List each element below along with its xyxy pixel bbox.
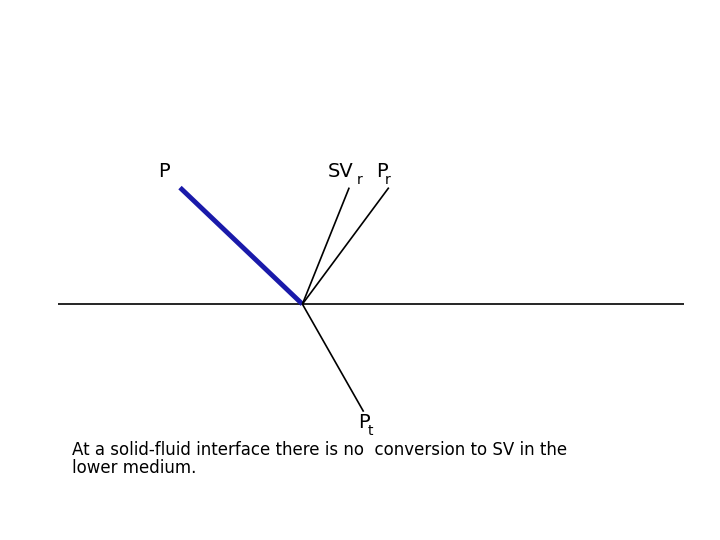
Text: r: r — [385, 172, 391, 186]
Text: lower medium.: lower medium. — [72, 458, 197, 477]
Text: The elastic wave equation: The elastic wave equation — [576, 520, 713, 530]
Text: P: P — [358, 414, 369, 433]
Text: Case 4: Solid-Fluid interface: Case 4: Solid-Fluid interface — [184, 19, 536, 43]
Text: P: P — [158, 163, 170, 181]
Text: SV: SV — [328, 163, 354, 181]
Text: P: P — [376, 163, 387, 181]
Text: At a solid-fluid interface there is no  conversion to SV in the: At a solid-fluid interface there is no c… — [72, 441, 567, 459]
Text: Seismology and the Earth's Deep Interior: Seismology and the Earth's Deep Interior — [7, 520, 222, 530]
Text: r: r — [357, 172, 363, 186]
Text: t: t — [367, 423, 373, 437]
